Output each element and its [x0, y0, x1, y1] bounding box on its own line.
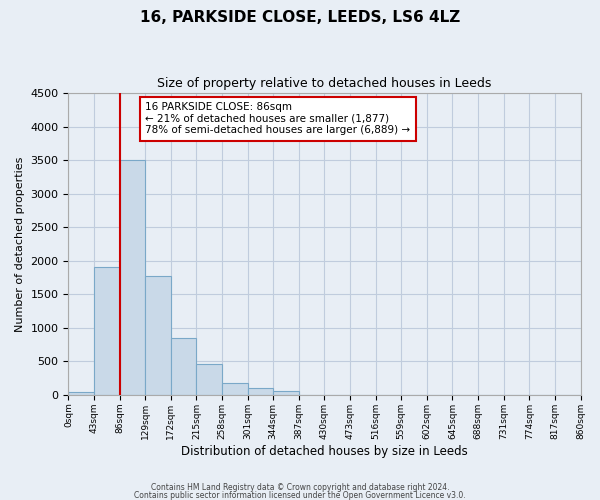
Title: Size of property relative to detached houses in Leeds: Size of property relative to detached ho… [157, 78, 491, 90]
Bar [145, 276, 171, 395]
Bar [273, 391, 299, 395]
Bar [248, 388, 273, 395]
Bar [94, 268, 119, 395]
Text: Contains HM Land Registry data © Crown copyright and database right 2024.: Contains HM Land Registry data © Crown c… [151, 484, 449, 492]
Text: 16 PARKSIDE CLOSE: 86sqm
← 21% of detached houses are smaller (1,877)
78% of sem: 16 PARKSIDE CLOSE: 86sqm ← 21% of detach… [145, 102, 410, 136]
Bar [196, 364, 222, 395]
Bar [68, 392, 94, 395]
X-axis label: Distribution of detached houses by size in Leeds: Distribution of detached houses by size … [181, 444, 468, 458]
Y-axis label: Number of detached properties: Number of detached properties [15, 156, 25, 332]
Bar [119, 160, 145, 395]
Bar [171, 338, 196, 395]
Text: Contains public sector information licensed under the Open Government Licence v3: Contains public sector information licen… [134, 490, 466, 500]
Bar [222, 383, 248, 395]
Text: 16, PARKSIDE CLOSE, LEEDS, LS6 4LZ: 16, PARKSIDE CLOSE, LEEDS, LS6 4LZ [140, 10, 460, 25]
